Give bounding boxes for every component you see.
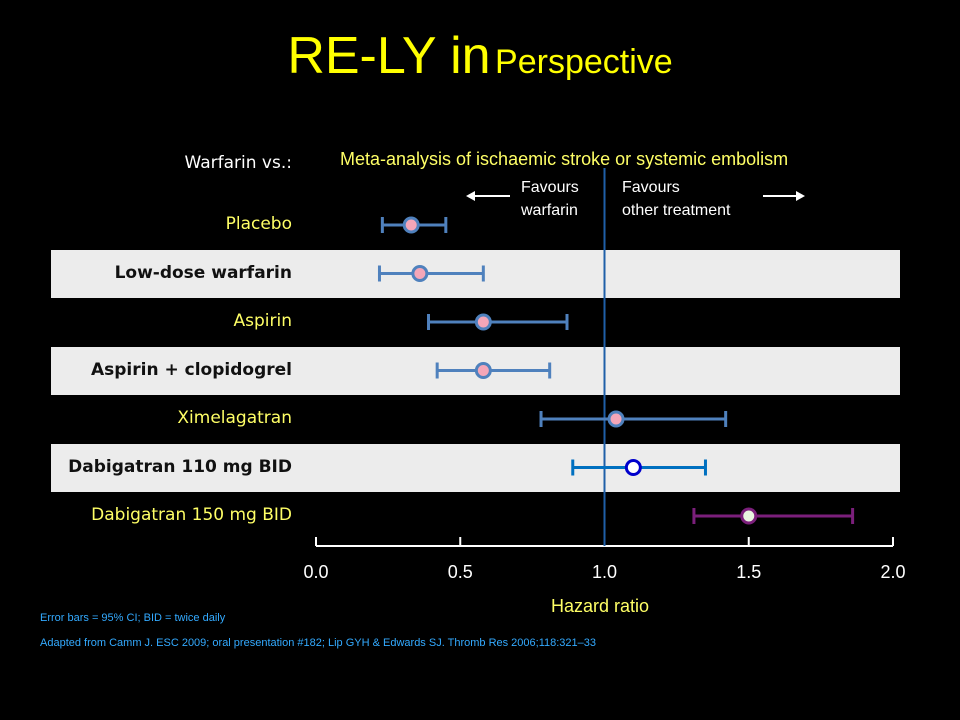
title-sub: Perspective	[495, 43, 673, 81]
hr-point	[474, 313, 492, 331]
row-label: Ximelagatran	[177, 408, 292, 428]
x-tick-label: 1.0	[591, 562, 618, 582]
footnote-errorbars: Error bars = 95% CI; BID = twice daily	[40, 612, 226, 624]
title-main: RE-LY in	[287, 27, 491, 85]
hr-point	[411, 265, 429, 282]
row-label: Aspirin	[233, 311, 293, 331]
favours-right: Favours other treatment	[622, 176, 731, 222]
x-tick-label: 1.5	[736, 562, 762, 582]
favours-left-arrow	[466, 191, 510, 201]
slide-title: RE-LY in Perspective	[0, 26, 960, 86]
row-label: Aspirin + clopidogrel	[90, 359, 292, 380]
favours-right-line1: Favours	[622, 179, 680, 196]
forest-row-mark	[427, 313, 569, 331]
forest-row-mark	[539, 410, 728, 428]
forest-row-mark	[377, 265, 485, 282]
favours-left: Favours warfarin	[521, 176, 579, 222]
chart-title: Meta-analysis of ischaemic stroke or sys…	[340, 149, 789, 169]
footnote-source: Adapted from Camm J. ESC 2009; oral pres…	[40, 637, 597, 649]
favours-right-arrow	[763, 191, 805, 201]
favours-left-line2: warfarin	[521, 202, 578, 219]
x-axis-label: Hazard ratio	[550, 596, 650, 616]
forest-marks	[377, 168, 855, 546]
row-label: Placebo	[225, 214, 292, 234]
row-band	[51, 443, 900, 492]
row-label: Low-dose warfarin	[114, 262, 292, 283]
hr-point	[474, 362, 492, 379]
x-tick-label: 0.5	[447, 562, 473, 582]
favours-right-line2: other treatment	[622, 202, 731, 219]
row-header: Warfarin vs.:	[184, 153, 292, 173]
x-tick-label: 0.0	[303, 562, 329, 582]
forest-row-mark	[380, 216, 448, 234]
row-label: Dabigatran 110 mg BID	[68, 456, 292, 477]
hr-point	[624, 459, 642, 476]
x-tick-label: 2.0	[880, 562, 906, 582]
forest-row-mark	[435, 362, 552, 379]
row-label: Dabigatran 150 mg BID	[91, 505, 292, 525]
hr-point	[740, 507, 758, 525]
hr-point	[402, 216, 420, 234]
favours-left-line1: Favours	[521, 179, 579, 196]
hr-point	[607, 410, 625, 428]
forest-row-mark	[692, 507, 855, 525]
forest-row-mark	[571, 459, 707, 476]
